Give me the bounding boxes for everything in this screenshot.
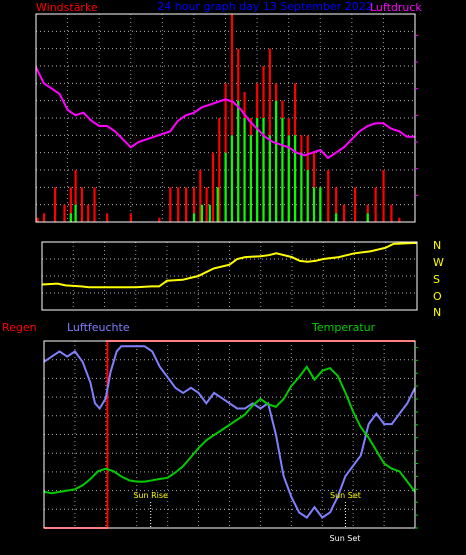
- wind-gust-bar: [224, 83, 227, 222]
- wind-gust-bar: [374, 187, 377, 222]
- wind-gust-bar: [390, 204, 393, 222]
- wind-gust-bar: [63, 204, 66, 222]
- wind-gust-bar: [129, 213, 132, 222]
- pressure-label: Luftdruck: [370, 1, 422, 14]
- wind-avg-bar: [306, 170, 309, 222]
- wind-avg-bar: [249, 135, 252, 222]
- wind-direction-panel: N W S O N: [41, 239, 444, 319]
- wind-gust-bar: [342, 204, 346, 222]
- wind-gust-bar: [185, 187, 188, 222]
- wind-avg-bar: [216, 187, 219, 222]
- wind-gust-bar: [335, 187, 338, 222]
- wind-gust-bar: [199, 170, 202, 222]
- wind-gust-bar: [74, 170, 77, 222]
- wind-gust-bar: [230, 14, 234, 222]
- wind-gust-bar: [177, 187, 180, 222]
- wind-gust-bar: [106, 213, 109, 222]
- wind-avg-bar: [275, 100, 278, 222]
- wind-gust-bar: [205, 187, 208, 222]
- wind-avg-bar: [281, 118, 284, 222]
- sunrise-label: Sun Rise: [133, 491, 168, 500]
- wind-gust-bar: [53, 187, 57, 222]
- compass-s: S: [433, 273, 440, 286]
- wind-avg-bar: [366, 213, 369, 222]
- wind-avg-bar: [268, 135, 271, 222]
- wind-direction-line: [41, 241, 418, 289]
- temperature-label: Temperatur: [311, 321, 376, 334]
- wind-gust-bar: [93, 187, 96, 222]
- wind-gust-bar: [192, 187, 196, 222]
- wind-pressure-frame: [35, 13, 416, 223]
- wind-avg-bar: [300, 152, 303, 222]
- sun-overlay-label: Sun Set: [330, 534, 361, 543]
- wind-strength-label: Windstärke: [36, 1, 98, 14]
- wind-avg-bar: [312, 187, 316, 222]
- wind-avg-bar: [200, 204, 204, 222]
- humidity-line: [43, 345, 416, 519]
- wind-gust-bar: [327, 170, 330, 222]
- wind-direction-frame: [41, 241, 418, 311]
- wind-gust-bar: [69, 187, 72, 222]
- wind-avg-bar: [69, 213, 72, 222]
- wind-gust-bar: [218, 118, 221, 222]
- wind-gust-bar: [398, 217, 401, 222]
- rain-humidity-temp-frame: [43, 340, 416, 529]
- graph-title: 24 hour graph day 13 September 2022: [157, 0, 372, 13]
- wind-gust-bar: [87, 204, 90, 222]
- temperature-line: [43, 365, 416, 495]
- wind-avg-bar: [192, 213, 196, 222]
- compass-w: W: [433, 256, 444, 269]
- wind-avg-bar: [74, 204, 77, 222]
- wind-gust-bar: [169, 187, 172, 222]
- pressure-line: [35, 66, 415, 160]
- wind-gust-bar: [382, 170, 385, 222]
- wind-avg-bar: [335, 213, 338, 222]
- wind-avg-bar: [208, 204, 211, 222]
- sunset-label: Sun Set: [330, 491, 361, 500]
- compass-n-bottom: N: [433, 306, 441, 319]
- wind-avg-bar: [262, 118, 265, 222]
- humidity-label: Luftfeuchte: [67, 321, 130, 334]
- wind-avg-bar: [293, 135, 297, 222]
- wind-avg-bar: [319, 187, 322, 222]
- wind-gust-bar: [353, 187, 357, 222]
- wind-gust-bar: [80, 187, 83, 222]
- wind-avg-bar: [287, 135, 290, 222]
- wind-avg-bar: [237, 100, 240, 222]
- wind-gust-bar: [42, 213, 46, 222]
- wind-avg-bar: [224, 152, 227, 222]
- wind-gust-bar: [211, 152, 215, 222]
- rain-humidity-temp-panel: Sun Rise Sun Set Sun Set: [43, 340, 418, 543]
- compass-n-top: N: [433, 239, 441, 252]
- wind-avg-bar: [230, 135, 234, 222]
- wind-gust-bar: [158, 217, 161, 222]
- wind-gust-bar: [36, 217, 39, 222]
- rain-label: Regen: [2, 321, 37, 334]
- wind-avg-bar: [243, 118, 246, 222]
- wind-avg-bar: [256, 118, 259, 222]
- compass-o: O: [433, 290, 442, 303]
- wind-pressure-panel: [35, 13, 418, 223]
